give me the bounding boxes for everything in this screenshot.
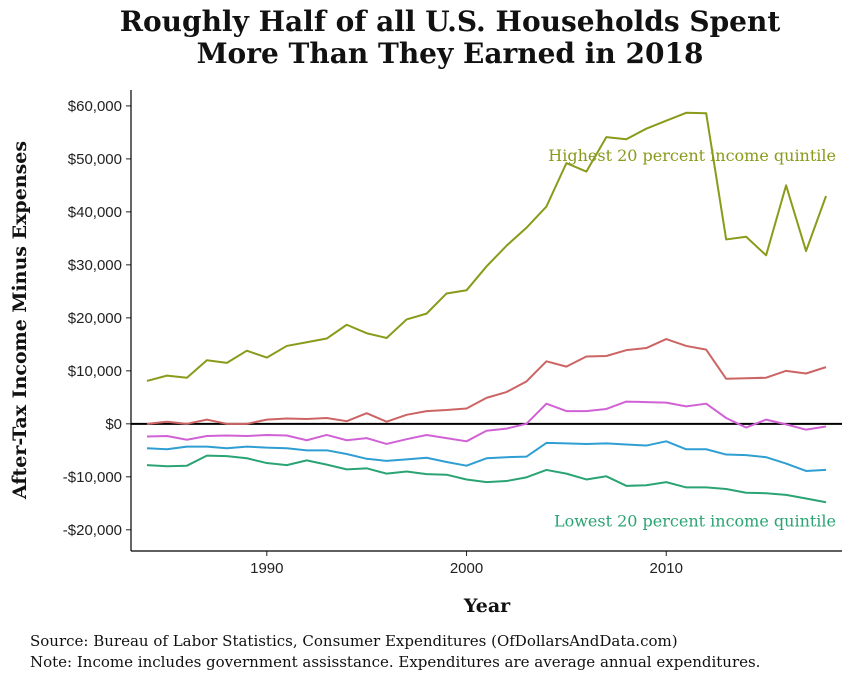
series-line-2 <box>146 338 827 425</box>
plot-area: -$20,000 -$10,000 $0 $10,000 $20,000 $30,000 $… <box>63 90 842 577</box>
y-tick-label: $40,000 <box>68 204 122 221</box>
y-tick-label: $10,000 <box>68 363 122 380</box>
source-caption: Source: Bureau of Labor Statistics, Cons… <box>30 632 678 650</box>
series-lines <box>146 111 827 504</box>
series-line-5 <box>146 454 827 504</box>
x-axis-title: Year <box>463 595 511 617</box>
x-axis-ticks: 1990 2000 2010 <box>250 551 683 577</box>
series-line-4 <box>146 440 827 472</box>
y-tick-label: $20,000 <box>68 310 122 327</box>
x-tick-label: 1990 <box>250 560 283 577</box>
series-line-3 <box>146 400 827 445</box>
annotations: Highest 20 percent income quintile Lowest… <box>548 146 836 530</box>
y-tick-label: -$20,000 <box>63 522 122 539</box>
chart-title-line-1: Roughly Half of all U.S. Households Spen… <box>120 5 781 38</box>
y-axis-ticks: -$20,000 -$10,000 $0 $10,000 $20,000 $30,000 $… <box>63 98 131 539</box>
y-axis-title: After-Tax Income Minus Expenses <box>9 141 31 500</box>
y-tick-label: -$10,000 <box>63 469 122 486</box>
note-caption: Note: Income includes government assisst… <box>30 653 760 671</box>
annotation-highest-quintile: Highest 20 percent income quintile <box>548 146 836 165</box>
series-line-1 <box>146 111 827 382</box>
annotation-lowest-quintile: Lowest 20 percent income quintile <box>554 511 836 530</box>
y-tick-label: $50,000 <box>68 151 122 168</box>
y-tick-label: $0 <box>105 416 122 433</box>
chart-title-line-2: More Than They Earned in 2018 <box>197 37 704 70</box>
y-tick-label: $30,000 <box>68 257 122 274</box>
x-tick-label: 2010 <box>650 560 683 577</box>
y-tick-label: $60,000 <box>68 98 122 115</box>
x-tick-label: 2000 <box>450 560 483 577</box>
